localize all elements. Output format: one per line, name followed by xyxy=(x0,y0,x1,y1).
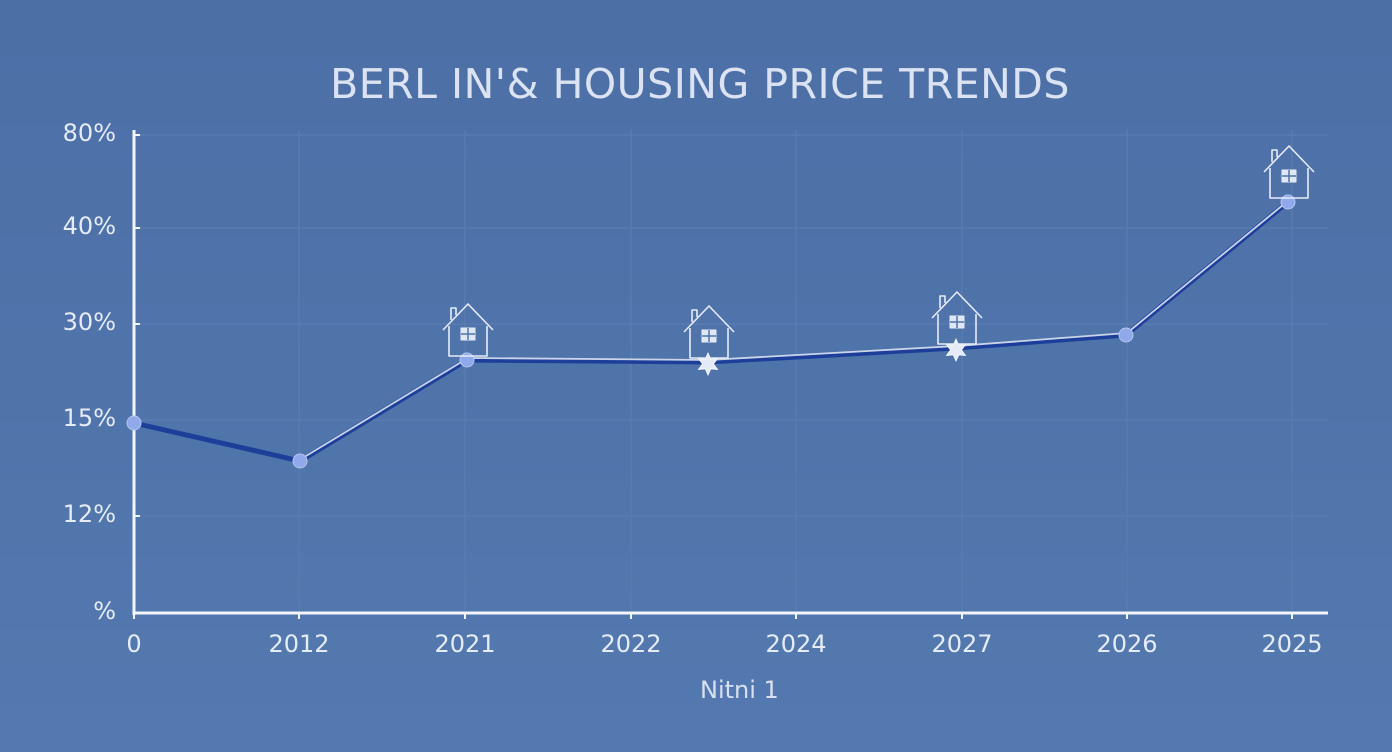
x-tick-label: 2026 xyxy=(1096,630,1158,658)
house-icon xyxy=(931,291,983,345)
x-tick-label: 2021 xyxy=(434,630,496,658)
y-tick-label: 15% xyxy=(62,404,116,432)
x-tick-label: 0 xyxy=(126,630,142,658)
y-tick-label: 40% xyxy=(62,212,116,240)
data-markers xyxy=(126,194,1296,469)
y-tick-label: 80% xyxy=(62,119,116,147)
y-tick-label: 12% xyxy=(62,500,116,528)
axes xyxy=(132,130,1328,619)
x-tick-label: 2027 xyxy=(931,630,993,658)
x-tick-label: 2025 xyxy=(1261,630,1323,658)
x-tick-label: 2012 xyxy=(268,630,330,658)
x-tick-label: 2022 xyxy=(600,630,662,658)
y-tick-label: 30% xyxy=(62,308,116,336)
y-tick-label: % xyxy=(93,597,116,625)
house-icon xyxy=(683,305,735,359)
x-tick-label: 2024 xyxy=(765,630,827,658)
x-axis-title: Nitni 1 xyxy=(700,676,779,704)
chart-title: BERL IN'& HOUSING PRICE TRENDS xyxy=(330,60,1070,108)
house-icon xyxy=(1263,145,1315,199)
house-icon xyxy=(442,303,494,357)
house-icons xyxy=(442,145,1315,359)
gridlines xyxy=(134,130,1328,613)
